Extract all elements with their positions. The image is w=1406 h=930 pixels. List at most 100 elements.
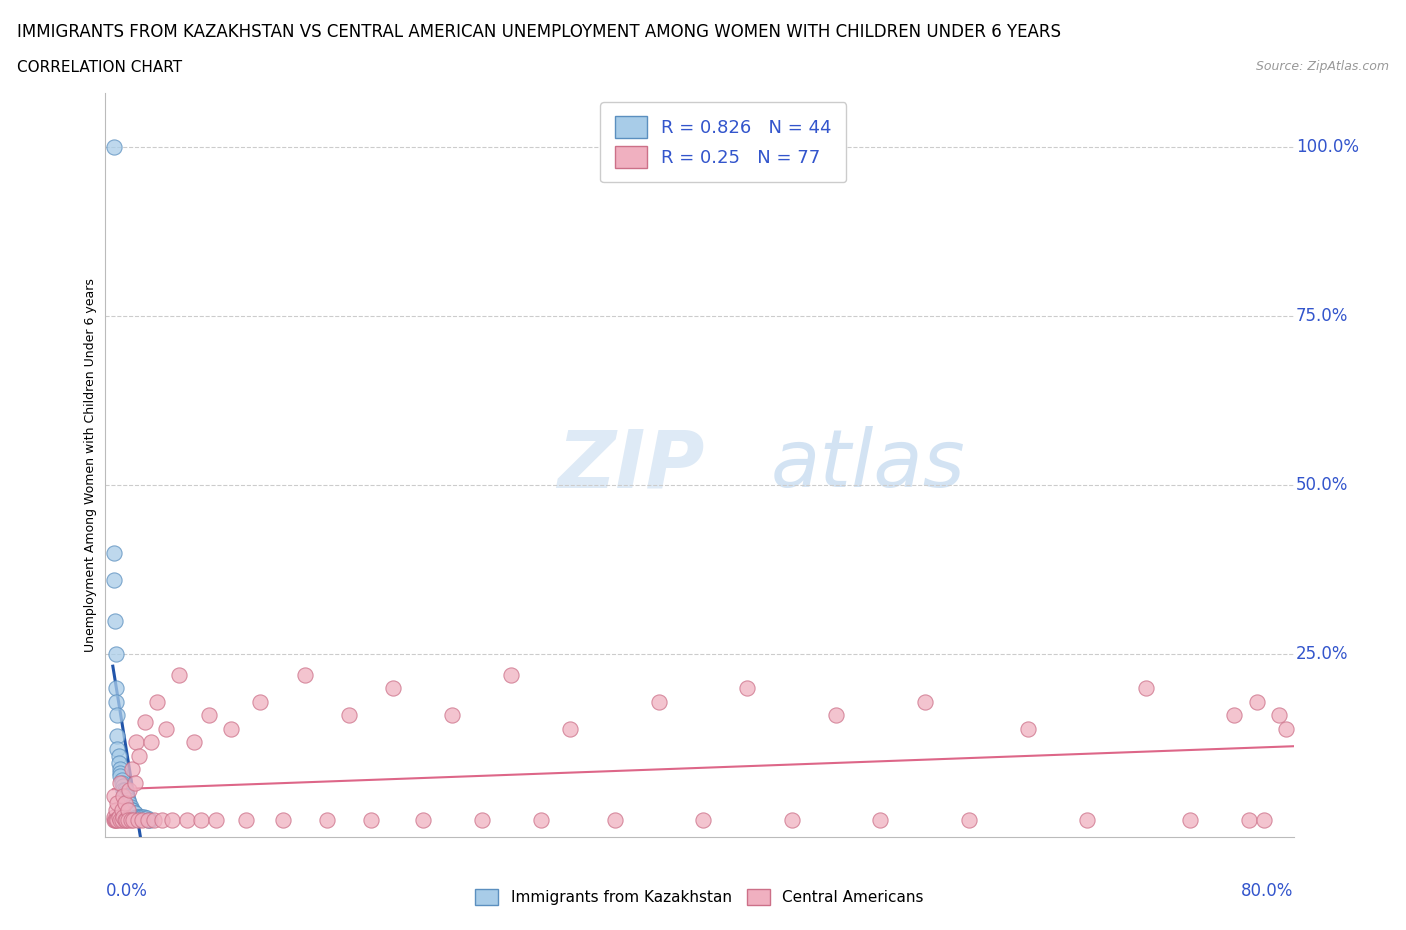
Point (197, 708, 219, 723)
Point (104, 813, 127, 828)
Point (111, 803, 134, 817)
Point (382, 681, 405, 696)
Point (103, 789, 125, 804)
Text: ZIP: ZIP (557, 426, 704, 504)
Point (315, 813, 337, 828)
Point (530, 813, 553, 828)
Point (183, 735, 205, 750)
Point (118, 799, 141, 814)
Point (737, 681, 759, 696)
Point (111, 776, 134, 790)
Point (167, 667, 190, 682)
Point (107, 749, 129, 764)
Point (103, 546, 125, 561)
Text: 100.0%: 100.0% (1296, 139, 1358, 156)
Point (117, 796, 139, 811)
Point (117, 813, 139, 828)
Point (136, 813, 159, 828)
Point (117, 803, 139, 817)
Point (112, 809, 135, 824)
Point (105, 813, 128, 828)
Point (128, 809, 150, 824)
Point (108, 762, 131, 777)
Point (112, 789, 135, 804)
Point (121, 803, 143, 817)
Point (103, 809, 125, 824)
Point (692, 813, 714, 828)
Point (120, 803, 142, 817)
Point (103, 140, 125, 154)
Point (124, 806, 146, 821)
Point (441, 708, 464, 723)
Point (124, 806, 146, 821)
Point (124, 776, 146, 790)
Point (127, 809, 149, 824)
Text: 80.0%: 80.0% (1241, 882, 1294, 899)
Point (1076, 813, 1098, 828)
Point (112, 778, 135, 793)
Point (104, 695, 127, 710)
Y-axis label: Unemployment Among Women with Children Under 6 years: Unemployment Among Women with Children U… (84, 278, 97, 652)
Point (121, 803, 143, 817)
Point (128, 749, 150, 764)
Text: 25.0%: 25.0% (1296, 645, 1348, 663)
Point (135, 811, 157, 826)
Point (112, 782, 135, 797)
Point (107, 755, 129, 770)
Point (957, 813, 980, 828)
Point (115, 789, 138, 804)
Point (105, 741, 128, 756)
Point (114, 786, 136, 801)
Point (190, 813, 212, 828)
Point (205, 813, 228, 828)
Point (104, 803, 127, 817)
Text: CORRELATION CHART: CORRELATION CHART (17, 60, 181, 75)
Point (1017, 722, 1039, 737)
Point (125, 735, 148, 750)
Point (121, 762, 143, 777)
Point (1253, 813, 1275, 828)
Point (114, 782, 136, 797)
Point (104, 681, 127, 696)
Point (471, 813, 494, 828)
Point (134, 811, 156, 826)
Legend: Immigrants from Kazakhstan, Central Americans: Immigrants from Kazakhstan, Central Amer… (470, 883, 929, 911)
Point (141, 735, 163, 750)
Point (271, 813, 294, 828)
Point (780, 813, 803, 828)
Point (122, 806, 145, 821)
Point (1268, 708, 1291, 723)
Point (125, 809, 148, 824)
Point (150, 813, 173, 828)
Point (108, 776, 131, 790)
Point (1135, 681, 1157, 696)
Point (117, 792, 139, 807)
Point (108, 765, 131, 780)
Point (249, 695, 271, 710)
Point (118, 782, 141, 797)
Point (136, 813, 159, 828)
Point (134, 714, 156, 729)
Point (1246, 695, 1268, 710)
Text: Source: ZipAtlas.com: Source: ZipAtlas.com (1256, 60, 1389, 73)
Point (127, 813, 149, 828)
Point (501, 667, 523, 682)
Point (129, 809, 152, 824)
Text: IMMIGRANTS FROM KAZAKHSTAN VS CENTRAL AMERICAN UNEMPLOYMENT AMONG WOMEN WITH CHI: IMMIGRANTS FROM KAZAKHSTAN VS CENTRAL AM… (17, 23, 1062, 41)
Point (103, 813, 125, 828)
Point (105, 728, 128, 743)
Point (825, 708, 848, 723)
Point (120, 813, 142, 828)
Point (114, 813, 136, 828)
Point (1223, 708, 1246, 723)
Point (115, 813, 138, 828)
Point (143, 813, 166, 828)
Text: 0.0%: 0.0% (105, 882, 148, 899)
Point (132, 809, 155, 824)
Point (131, 809, 153, 824)
Point (104, 613, 127, 628)
Point (104, 813, 127, 828)
Point (138, 813, 160, 828)
Text: 50.0%: 50.0% (1296, 476, 1348, 494)
Text: 75.0%: 75.0% (1296, 307, 1348, 326)
